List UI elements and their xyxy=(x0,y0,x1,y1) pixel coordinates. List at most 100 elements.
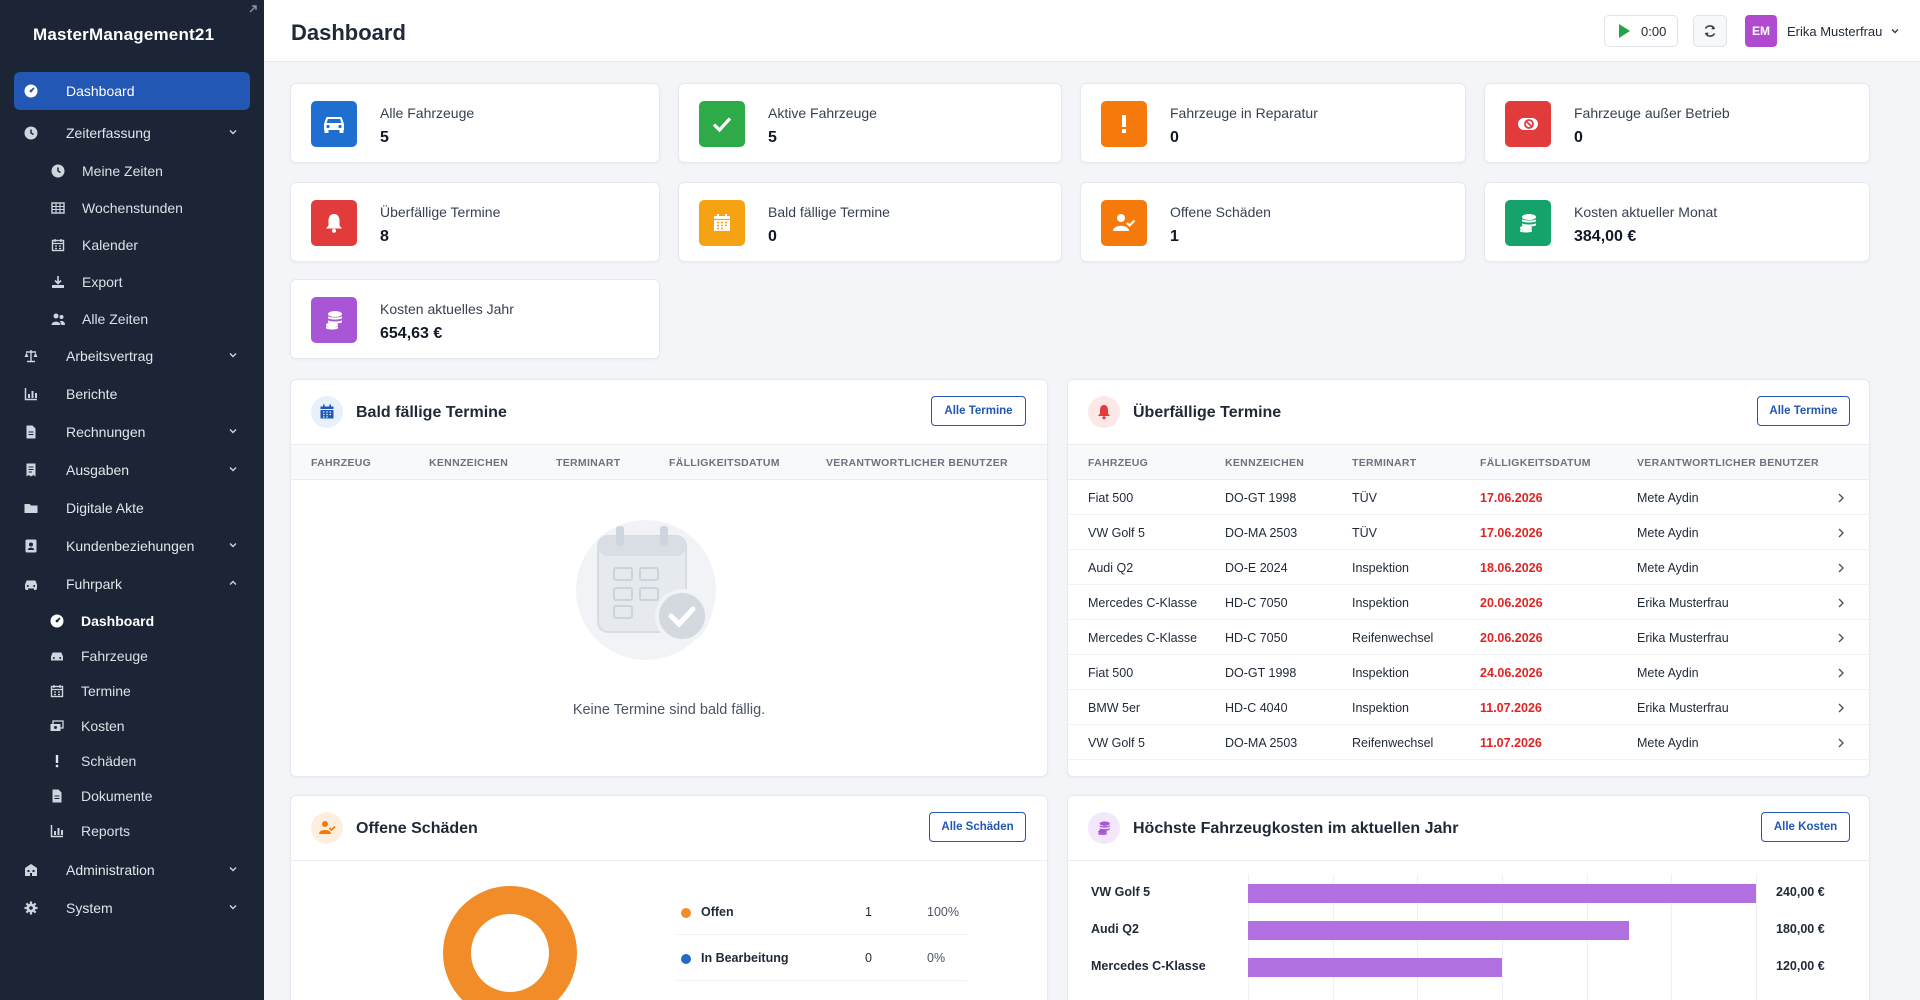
column-header[interactable]: VERANTWORTLICHER BENUTZER xyxy=(1637,457,1819,469)
chevron-right-icon[interactable] xyxy=(1837,528,1845,538)
stat-card-offene-schaeden[interactable]: Offene Schäden 1 xyxy=(1080,182,1466,262)
chevron-right-icon[interactable] xyxy=(1837,493,1845,503)
stat-card-ueberfaellige-termine[interactable]: Überfällige Termine 8 xyxy=(290,182,660,262)
chevron-down-icon xyxy=(1891,28,1899,34)
cell-user: Mete Aydin xyxy=(1637,561,1699,575)
stat-card-kosten-aktuelles-jahr[interactable]: Kosten aktuelles Jahr 654,63 € xyxy=(290,279,660,359)
gauge-icon xyxy=(50,614,64,628)
download-icon xyxy=(52,276,64,288)
table-row[interactable]: Audi Q2 DO-E 2024 Inspektion 18.06.2026 … xyxy=(1068,550,1869,585)
cost-bar[interactable] xyxy=(1248,921,1629,940)
all-appointments-button[interactable]: Alle Termine xyxy=(931,396,1026,426)
overdue-appointments-panel: Überfällige Termine Alle Termine FAHRZEU… xyxy=(1067,379,1870,777)
user-menu[interactable]: EM Erika Musterfrau xyxy=(1745,15,1900,47)
sidebar-subitem-export[interactable]: Export xyxy=(0,263,264,300)
cell-vehicle: Mercedes C-Klasse xyxy=(1088,596,1198,610)
sidebar-subitem-fuhrpark-dashboard[interactable]: Dashboard xyxy=(0,603,264,638)
all-damages-button[interactable]: Alle Schäden xyxy=(929,812,1026,842)
collapse-sidebar-icon[interactable] xyxy=(248,4,258,14)
all-appointments-button[interactable]: Alle Termine xyxy=(1757,396,1850,426)
sidebar-subitem-termine[interactable]: Termine xyxy=(0,673,264,708)
sidebar-item-arbeitsvertrag[interactable]: Arbeitsvertrag xyxy=(14,337,250,375)
sidebar-subitem-kosten[interactable]: Kosten xyxy=(0,708,264,743)
table-row[interactable]: VW Golf 5 DO-MA 2503 TÜV 17.06.2026 Mete… xyxy=(1068,515,1869,550)
sidebar-subitem-fahrzeuge[interactable]: Fahrzeuge xyxy=(0,638,264,673)
cell-plate: HD-C 7050 xyxy=(1225,631,1288,645)
stat-card-bald-faellige-termine[interactable]: Bald fällige Termine 0 xyxy=(678,182,1062,262)
table-row[interactable]: Mercedes C-Klasse HD-C 7050 Reifenwechse… xyxy=(1068,620,1869,655)
column-header[interactable]: FAHRZEUG xyxy=(311,457,372,469)
all-costs-button[interactable]: Alle Kosten xyxy=(1761,812,1850,842)
sidebar-item-label: Zeiterfassung xyxy=(66,125,151,141)
sidebar-subitem-dokumente[interactable]: Dokumente xyxy=(0,778,264,813)
sidebar-item-administration[interactable]: Administration xyxy=(14,851,250,889)
cell-vehicle: Fiat 500 xyxy=(1088,491,1134,505)
cell-user: Mete Aydin xyxy=(1637,736,1699,750)
sidebar-item-berichte[interactable]: Berichte xyxy=(14,375,250,413)
cost-bar[interactable] xyxy=(1248,884,1756,903)
table-row[interactable]: Fiat 500 DO-GT 1998 Inspektion 24.06.202… xyxy=(1068,655,1869,690)
chevron-right-icon[interactable] xyxy=(1837,703,1845,713)
sidebar-subitem-alle-zeiten[interactable]: Alle Zeiten xyxy=(0,300,264,337)
panel-title: Überfällige Termine xyxy=(1133,404,1282,421)
panel-header: Überfällige Termine Alle Termine xyxy=(1068,380,1869,444)
stat-card-fahrzeuge-ausser-betrieb[interactable]: Fahrzeuge außer Betrieb 0 xyxy=(1484,83,1870,163)
sidebar-item-dashboard[interactable]: Dashboard xyxy=(14,72,250,110)
chevron-right-icon[interactable] xyxy=(1837,563,1845,573)
sidebar-subitem-schaeden[interactable]: Schäden xyxy=(0,743,264,778)
column-header[interactable]: FÄLLIGKEITSDATUM xyxy=(1480,457,1591,469)
sidebar-subitem-wochenstunden[interactable]: Wochenstunden xyxy=(0,189,264,226)
sidebar-item-label: Administration xyxy=(66,862,155,878)
chevron-down-icon xyxy=(229,543,237,548)
divider xyxy=(291,860,1047,861)
car-icon xyxy=(25,580,37,590)
stat-card-fahrzeuge-in-reparatur[interactable]: Fahrzeuge in Reparatur 0 xyxy=(1080,83,1466,163)
cell-type: Inspektion xyxy=(1352,596,1409,610)
cell-due-date: 17.06.2026 xyxy=(1480,491,1543,505)
sidebar-item-zeiterfassung[interactable]: Zeiterfassung xyxy=(14,114,250,152)
sidebar-item-label: Ausgaben xyxy=(66,462,130,478)
chevron-right-icon[interactable] xyxy=(1837,633,1845,643)
sidebar-item-system[interactable]: System xyxy=(14,889,250,927)
coins-icon xyxy=(1098,821,1110,835)
column-header[interactable]: KENNZEICHEN xyxy=(1225,457,1305,469)
stat-label: Alle Fahrzeuge xyxy=(380,105,475,121)
chevron-right-icon[interactable] xyxy=(1837,668,1845,678)
cost-bar[interactable] xyxy=(1248,958,1502,977)
users-icon xyxy=(51,313,65,325)
avatar: EM xyxy=(1745,15,1777,47)
donut-segment-0[interactable] xyxy=(443,886,577,1000)
contact-icon xyxy=(25,539,37,553)
table-row[interactable]: Fiat 500 DO-GT 1998 TÜV 17.06.2026 Mete … xyxy=(1068,480,1869,515)
table-row[interactable]: BMW 5er HD-C 4040 Inspektion 11.07.2026 … xyxy=(1068,690,1869,725)
refresh-button[interactable] xyxy=(1693,15,1727,47)
stat-card-alle-fahrzeuge[interactable]: Alle Fahrzeuge 5 xyxy=(290,83,660,163)
sidebar-item-ausgaben[interactable]: Ausgaben xyxy=(14,451,250,489)
sidebar-subitem-reports[interactable]: Reports xyxy=(0,813,264,848)
sidebar-item-fuhrpark[interactable]: Fuhrpark xyxy=(14,565,250,603)
stat-value: 1 xyxy=(1170,228,1179,245)
column-header[interactable]: KENNZEICHEN xyxy=(429,457,509,469)
chevron-right-icon[interactable] xyxy=(1837,738,1845,748)
column-header[interactable]: FÄLLIGKEITSDATUM xyxy=(669,457,780,469)
column-header[interactable]: FAHRZEUG xyxy=(1088,457,1149,469)
timer-button[interactable]: 0:00 xyxy=(1604,15,1678,47)
column-header[interactable]: TERMINART xyxy=(556,457,621,469)
chevron-right-icon[interactable] xyxy=(1837,598,1845,608)
sidebar-subitem-kalender[interactable]: Kalender xyxy=(0,226,264,263)
sidebar-item-kundenbeziehungen[interactable]: Kundenbeziehungen xyxy=(14,527,250,565)
sidebar-subitem-label: Meine Zeiten xyxy=(82,162,163,179)
table-row[interactable]: Mercedes C-Klasse HD-C 7050 Inspektion 2… xyxy=(1068,585,1869,620)
cell-vehicle: Fiat 500 xyxy=(1088,666,1134,680)
table-row[interactable]: VW Golf 5 DO-MA 2503 Reifenwechsel 11.07… xyxy=(1068,725,1869,760)
stat-card-kosten-aktueller-monat[interactable]: Kosten aktueller Monat 384,00 € xyxy=(1484,182,1870,262)
column-header[interactable]: VERANTWORTLICHER BENUTZER xyxy=(826,457,1008,469)
sidebar-item-label: System xyxy=(66,900,113,916)
sidebar-item-digitale-akte[interactable]: Digitale Akte xyxy=(14,489,250,527)
stat-card-aktive-fahrzeuge[interactable]: Aktive Fahrzeuge 5 xyxy=(678,83,1062,163)
sidebar-subitem-label: Fahrzeuge xyxy=(81,647,148,664)
sidebar-item-rechnungen[interactable]: Rechnungen xyxy=(14,413,250,451)
column-header[interactable]: TERMINART xyxy=(1352,457,1417,469)
sidebar-subitem-meine-zeiten[interactable]: Meine Zeiten xyxy=(0,152,264,189)
calendar-check-icon xyxy=(597,526,709,643)
